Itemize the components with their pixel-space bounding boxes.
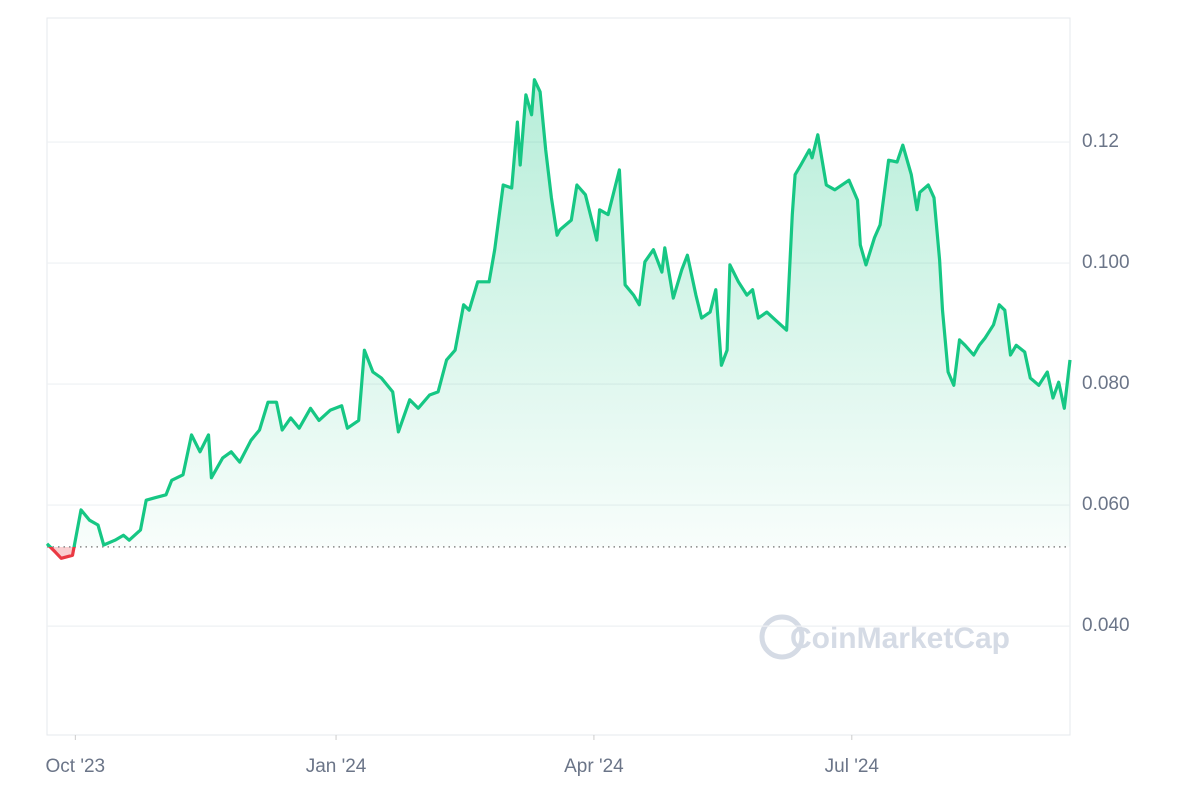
x-tick-label: Apr '24	[564, 756, 624, 777]
y-tick-label: 0.100	[1082, 252, 1130, 273]
watermark: CoinMarketCap	[790, 622, 1010, 655]
x-tick-label: Jan '24	[306, 756, 367, 777]
y-tick-label: 0.12	[1082, 131, 1119, 152]
price-line	[45, 78, 1072, 560]
x-tick-label: Jul '24	[825, 756, 880, 777]
y-tick-label: 0.060	[1082, 494, 1130, 515]
price-area	[47, 79, 1070, 559]
x-tick-label: Oct '23	[46, 756, 106, 777]
y-tick-label: 0.040	[1082, 615, 1130, 636]
y-tick-label: 0.080	[1082, 373, 1130, 394]
watermark-logo	[759, 614, 805, 660]
